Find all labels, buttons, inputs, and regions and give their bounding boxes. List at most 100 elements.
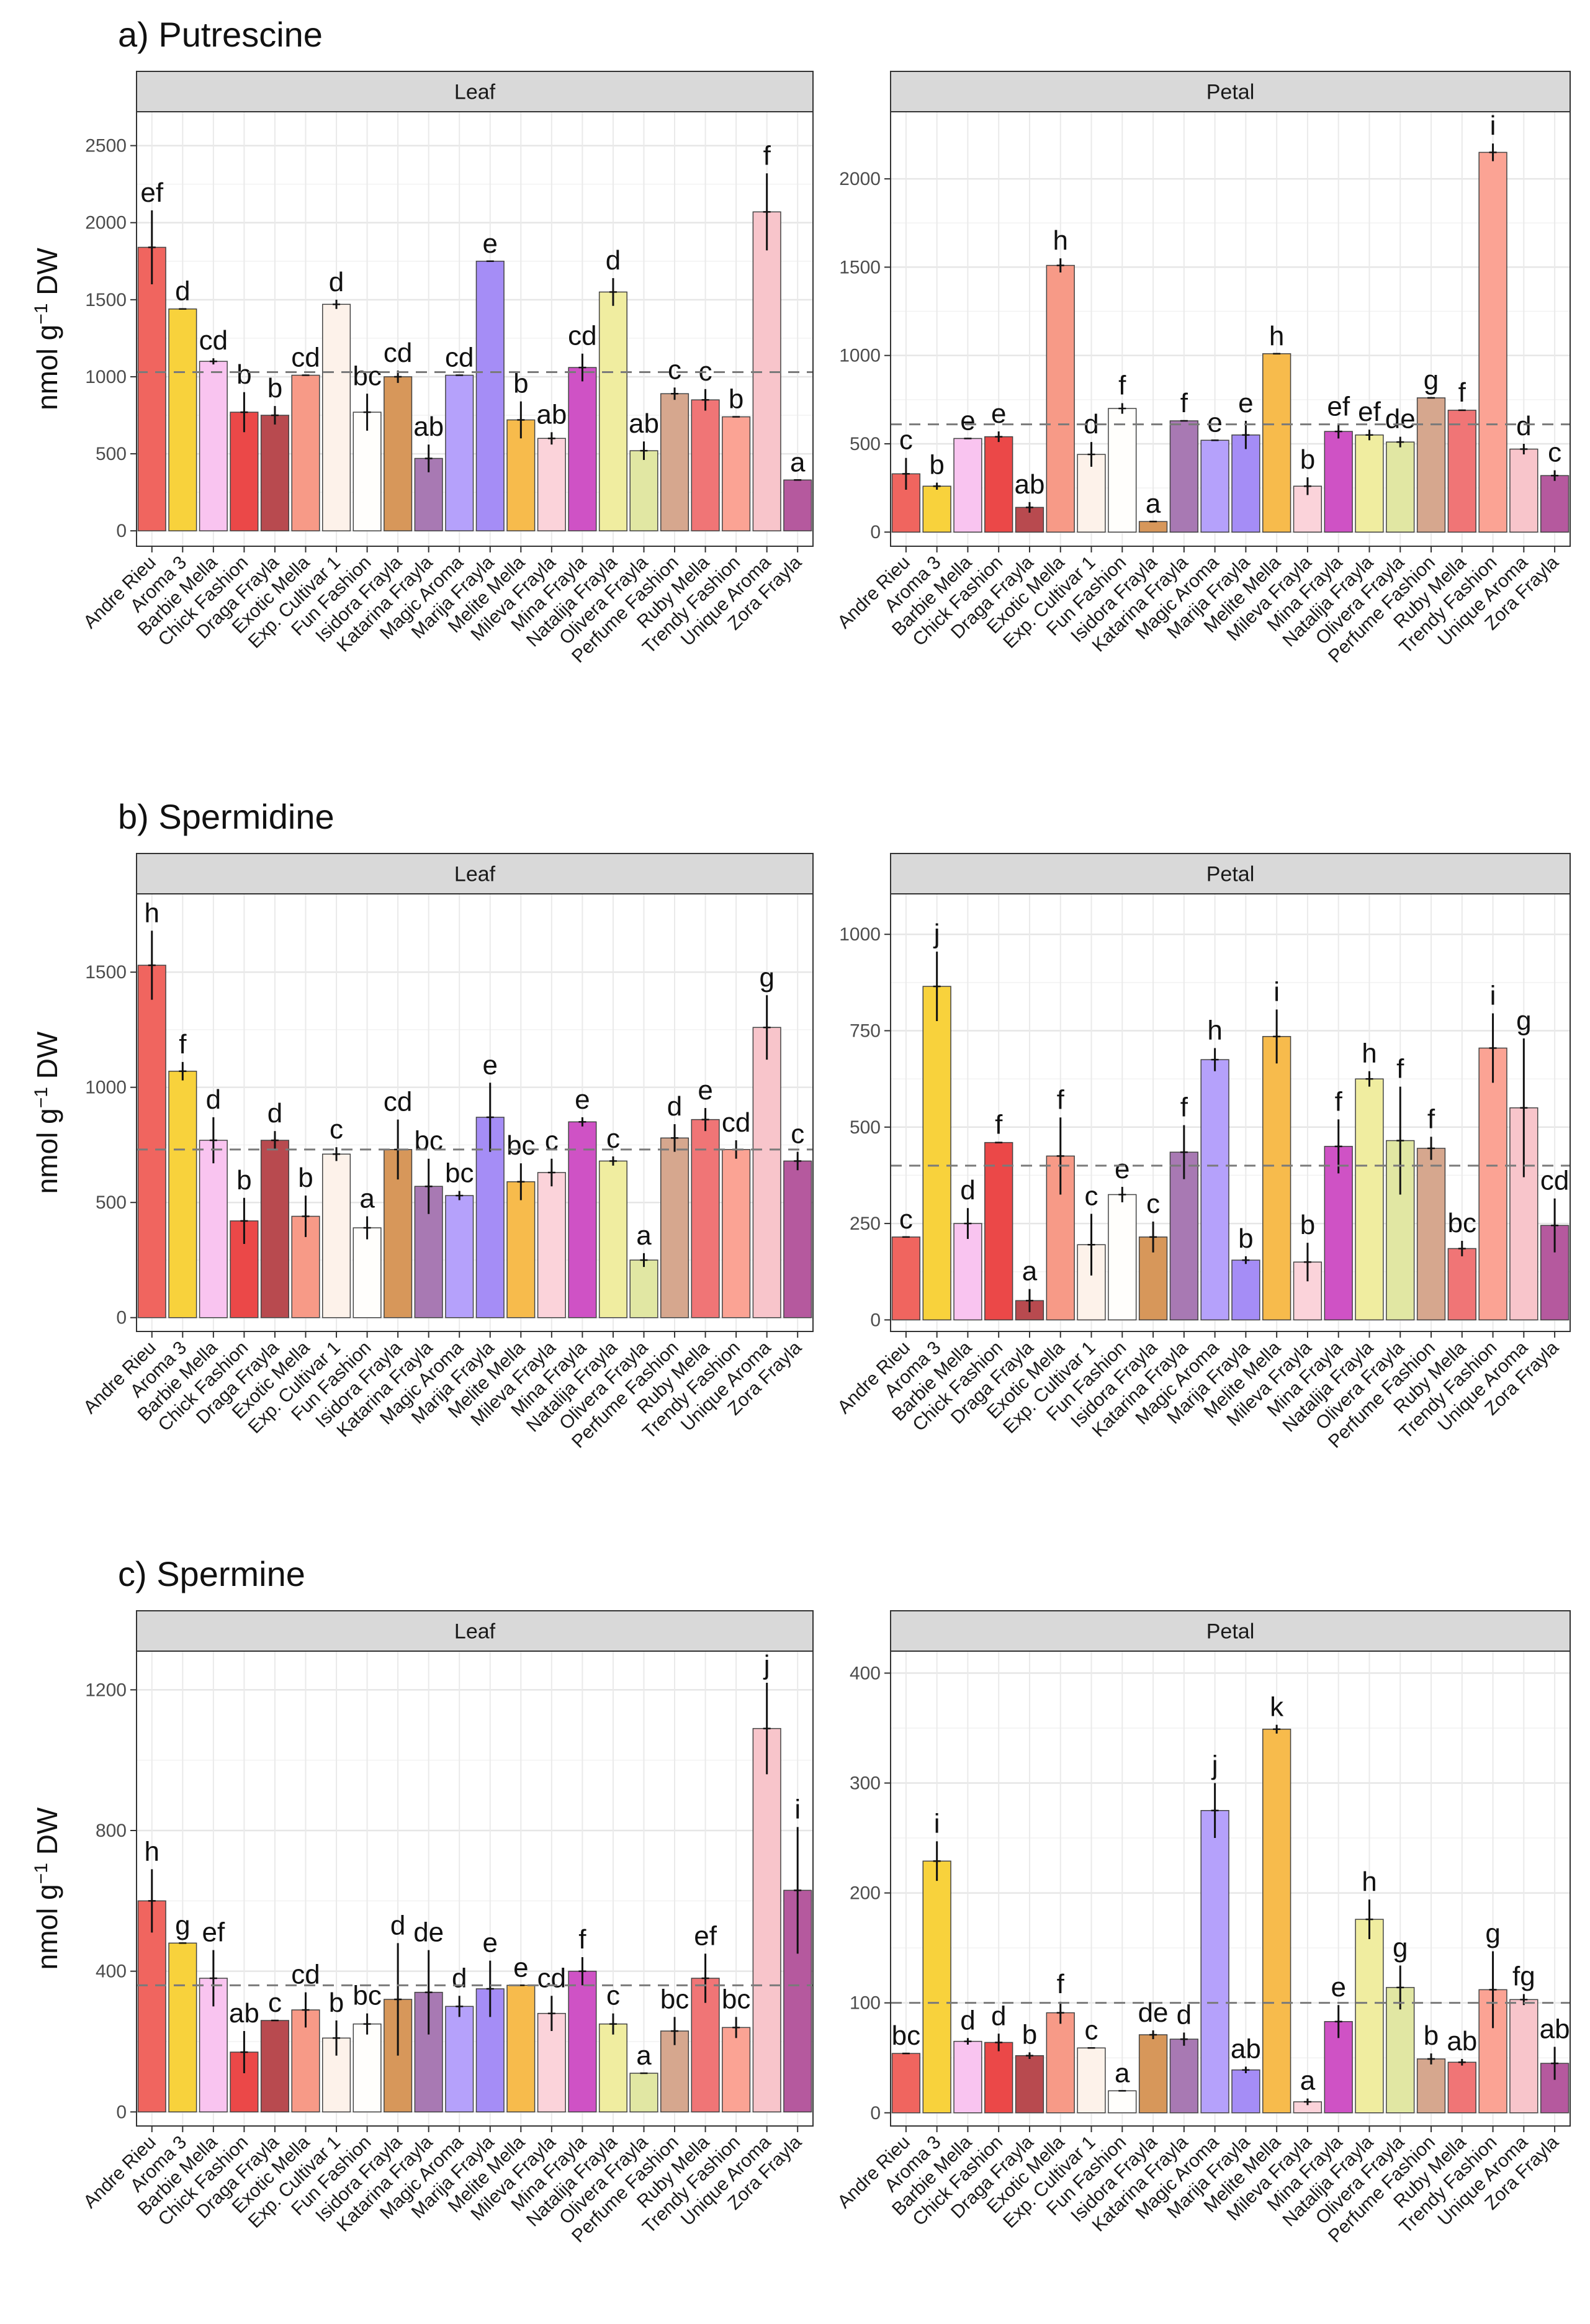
- bar-aroma-3: [168, 1942, 197, 2113]
- strip-label: Petal: [1206, 863, 1255, 886]
- y-tick-label: 1000: [85, 1078, 127, 1098]
- significance-label: f: [1180, 388, 1188, 418]
- significance-label: cd: [445, 342, 474, 372]
- bar-olivera-frayla: [629, 450, 658, 531]
- significance-label: f: [578, 1924, 586, 1955]
- significance-label: a: [790, 447, 806, 477]
- significance-label: d: [390, 1910, 405, 1940]
- bar-barbie-mella: [953, 1223, 982, 1321]
- significance-label: ef: [140, 178, 163, 208]
- y-title-superscript: −1: [31, 1087, 52, 1108]
- bar-unique-aroma: [752, 1027, 781, 1318]
- y-title-main: nmol g: [31, 1884, 63, 1970]
- bar-ruby-mella: [1447, 410, 1476, 533]
- significance-label: ab: [413, 412, 444, 442]
- bar-aroma-3: [922, 1860, 951, 2114]
- bar-barbie-mella: [953, 2040, 982, 2114]
- section-title: c) Spermine: [118, 1554, 305, 1593]
- significance-label: e: [513, 1952, 528, 1983]
- bar-exp-cultivar-1: [1077, 2047, 1106, 2114]
- bar-exotic-mella: [1046, 264, 1075, 533]
- significance-label: h: [1269, 321, 1284, 351]
- bar-katarina-frayla: [1169, 420, 1198, 533]
- significance-label: d: [1516, 411, 1531, 441]
- significance-label: h: [145, 898, 159, 928]
- significance-label: c: [791, 1119, 804, 1150]
- bar-trendy-fashion: [722, 1149, 751, 1318]
- y-tick-label: 800: [96, 1821, 127, 1841]
- strip-label: Leaf: [454, 81, 496, 104]
- bar-exp-cultivar-1: [322, 304, 351, 531]
- significance-label: j: [763, 1650, 770, 1680]
- y-axis: 0 400 800 1200: [85, 1680, 137, 2122]
- significance-label: ab: [536, 399, 567, 430]
- significance-label: ef: [1358, 397, 1381, 427]
- significance-label: f: [1427, 1104, 1435, 1134]
- significance-label: ab: [1540, 2014, 1570, 2045]
- bar-trendy-fashion: [1478, 1047, 1507, 1321]
- significance-label: c: [1085, 2015, 1098, 2045]
- significance-label: d: [960, 1175, 975, 1205]
- strip-background: [136, 1610, 814, 1652]
- y-tick-label: 200: [850, 1883, 881, 1904]
- significance-label: j: [1211, 1750, 1218, 1781]
- y-tick-label: 500: [96, 1192, 127, 1213]
- y-tick-label: 100: [850, 1993, 881, 2014]
- significance-label: ef: [694, 1921, 717, 1951]
- y-tick-label: 2000: [85, 213, 127, 233]
- significance-label: c: [899, 1204, 913, 1235]
- significance-label: ef: [1327, 392, 1350, 422]
- significance-label: e: [1238, 388, 1253, 418]
- y-axis: 0 500 1000 1500 2000: [839, 169, 891, 543]
- bar-marija-frayla: [1231, 434, 1260, 533]
- bar-zora-frayla: [783, 1160, 812, 1318]
- y-tick-label: 0: [870, 2103, 881, 2124]
- bar-fun-fashion: [1108, 408, 1137, 533]
- strip-label: Petal: [1206, 1620, 1255, 1644]
- bar-chick-fashion: [984, 436, 1013, 533]
- bar-fun-fashion: [1108, 1194, 1137, 1321]
- significance-label: bc: [445, 1158, 474, 1189]
- significance-label: f: [995, 1110, 1003, 1140]
- strip-background: [890, 853, 1571, 894]
- bar-isidora-frayla: [384, 376, 413, 531]
- significance-label: a: [636, 1220, 652, 1251]
- bar-chick-fashion: [984, 1142, 1013, 1321]
- bar-aroma-3: [922, 986, 951, 1321]
- significance-label: d: [206, 1084, 221, 1115]
- bar-unique-aroma: [752, 1727, 781, 2113]
- panel-border: [890, 1651, 1571, 2127]
- panel-border: [890, 893, 1571, 1332]
- y-tick-label: 1200: [85, 1680, 127, 1700]
- significance-label: ab: [1447, 2026, 1477, 2056]
- significance-label: f: [763, 140, 771, 171]
- y-tick-label: 1000: [839, 346, 881, 366]
- bar-marija-frayla: [475, 261, 505, 531]
- significance-label: i: [934, 1808, 940, 1839]
- significance-label: a: [359, 1183, 375, 1214]
- y-title-unit: DW: [31, 1031, 63, 1087]
- significance-label: d: [960, 2005, 975, 2035]
- significance-label: c: [1548, 438, 1561, 468]
- significance-label: h: [1207, 1015, 1222, 1045]
- significance-label: c: [1085, 1181, 1098, 1212]
- significance-label: e: [1331, 1972, 1345, 2002]
- bar-exotic-mella: [291, 374, 320, 531]
- bar-magic-aroma: [445, 1195, 474, 1318]
- y-tick-label: 1000: [839, 924, 881, 945]
- significance-label: cd: [537, 1963, 566, 1993]
- significance-label: g: [175, 1910, 190, 1940]
- y-tick-label: 500: [850, 434, 881, 454]
- significance-label: a: [1146, 489, 1161, 519]
- significance-label: de: [1385, 404, 1416, 435]
- significance-label: c: [1146, 1189, 1160, 1219]
- significance-label: bc: [660, 1984, 689, 2014]
- significance-label: i: [794, 1794, 801, 1824]
- significance-label: b: [513, 369, 528, 399]
- panel-border: [890, 111, 1571, 547]
- significance-label: fg: [1512, 1961, 1535, 1992]
- bar-melite-mella: [1262, 1728, 1291, 2114]
- bar-exp-cultivar-1: [322, 1153, 351, 1318]
